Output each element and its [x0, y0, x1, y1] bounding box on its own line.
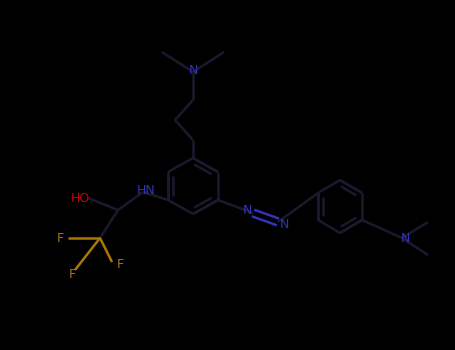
Text: HO: HO [71, 193, 90, 205]
Text: F: F [68, 268, 76, 281]
Text: N: N [400, 231, 410, 245]
Text: N: N [188, 64, 197, 77]
Text: N: N [279, 217, 288, 231]
Text: F: F [116, 258, 124, 271]
Text: F: F [56, 231, 64, 245]
Text: HN: HN [136, 183, 155, 196]
Text: N: N [243, 204, 252, 217]
